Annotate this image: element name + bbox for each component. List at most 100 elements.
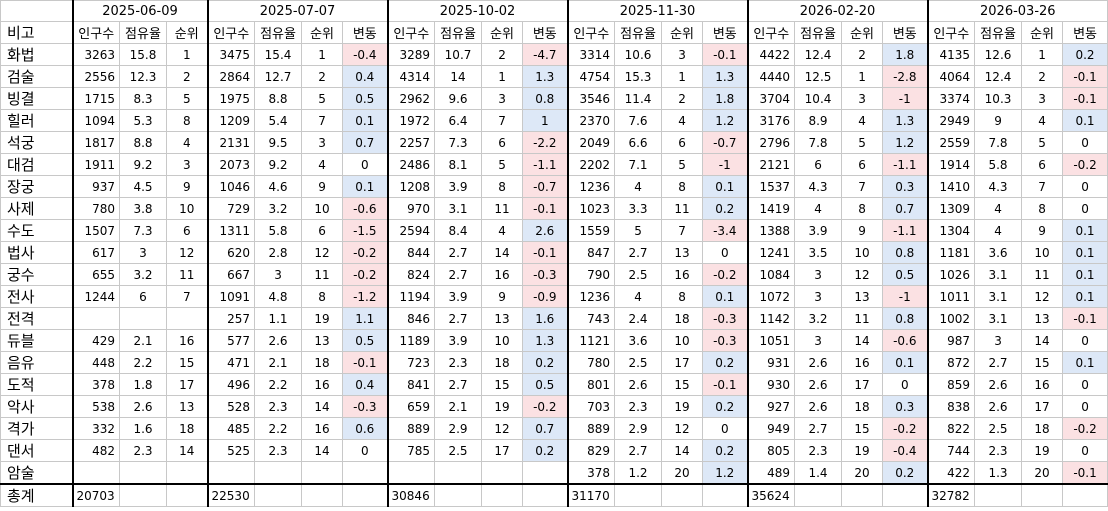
job-name: 암술 [0,461,73,485]
change-cell: 0.1 [1062,219,1108,243]
rank-cell: 8 [661,285,704,309]
total-pop: 30846 [386,483,436,508]
col-header-rank: 순위 [841,21,884,45]
rank-cell: 18 [301,351,344,375]
share-cell [119,307,167,331]
share-cell: 2.6 [254,329,303,353]
pop-cell: 2949 [926,109,976,133]
pop-cell: 3263 [71,43,120,67]
change-cell: 0.2 [702,439,749,463]
share-cell: 2.7 [434,373,483,397]
pop-cell: 482 [71,439,120,463]
corner-cell [0,0,73,23]
share-cell: 2.9 [434,417,483,441]
col-header-change: 변동 [882,21,929,45]
rank-cell: 17 [1021,395,1064,419]
share-cell: 6.6 [614,131,663,155]
pop-cell: 3546 [566,87,616,111]
change-cell: -0.2 [1062,417,1108,441]
total-empty [119,483,167,508]
rank-cell: 5 [301,87,344,111]
change-cell: 0.2 [882,461,929,485]
table-row: 법사 617 3 12 620 2.8 12 -0.2 844 2.7 14 -0.1 847 2.7 13… [0,241,1108,265]
share-cell: 2.2 [119,351,167,375]
pop-cell: 931 [746,351,796,375]
pop-cell: 257 [206,307,256,331]
change-cell: -0.9 [522,285,569,309]
rank-cell: 16 [841,351,884,375]
change-cell: -0.4 [882,439,929,463]
pop-cell: 949 [746,417,796,441]
share-cell: 3.9 [434,329,483,353]
pop-cell: 667 [206,263,256,287]
change-cell: 1.8 [702,87,749,111]
rank-cell: 17 [481,439,524,463]
pop-cell: 1208 [386,175,436,199]
change-cell: 0.1 [1062,285,1108,309]
change-cell: 1.3 [522,65,569,89]
rank-cell: 3 [301,131,344,155]
pop-cell: 525 [206,439,256,463]
rank-cell: 8 [661,175,704,199]
share-cell: 2.3 [434,351,483,375]
rank-cell: 9 [481,285,524,309]
change-cell: -0.2 [342,263,389,287]
share-cell: 12.4 [974,65,1023,89]
share-cell: 3.5 [794,241,843,265]
share-cell: 3.1 [434,197,483,221]
rank-cell: 4 [1021,109,1064,133]
rank-cell: 15 [1021,351,1064,375]
total-row: 총계 20703 22530 30846 31170 35624 32782 [0,483,1108,508]
change-cell: 0 [342,439,389,463]
pop-cell: 1121 [566,329,616,353]
rank-cell: 9 [165,175,209,199]
share-cell: 4 [614,175,663,199]
pop-cell: 743 [566,307,616,331]
pop-cell: 1817 [71,131,120,155]
pop-cell: 1975 [206,87,256,111]
share-cell: 3.2 [254,197,303,221]
change-cell: -0.1 [1062,87,1108,111]
change-cell: 1.2 [882,131,929,155]
change-cell: -0.1 [342,351,389,375]
job-name: 법사 [0,241,73,265]
pop-cell: 841 [386,373,436,397]
change-cell: 0.2 [702,395,749,419]
pop-cell: 1309 [926,197,976,221]
change-cell: -0.2 [702,263,749,287]
rank-cell: 15 [165,351,209,375]
rank-cell: 8 [301,285,344,309]
rank-cell: 7 [165,285,209,309]
rank-cell: 1 [165,43,209,67]
pop-cell: 1537 [746,175,796,199]
col-header-rank: 순위 [481,21,524,45]
share-cell: 8.1 [434,153,483,177]
rank-cell: 15 [841,417,884,441]
col-header-rank: 순위 [1021,21,1064,45]
share-cell: 7.3 [119,219,167,243]
pop-cell: 2049 [566,131,616,155]
share-cell: 3.6 [974,241,1023,265]
rank-cell: 5 [165,87,209,111]
job-name: 힐러 [0,109,73,133]
pop-cell: 429 [71,329,120,353]
share-cell: 10.6 [614,43,663,67]
rank-cell: 1 [301,43,344,67]
share-cell: 2.6 [794,395,843,419]
pop-cell: 703 [566,395,616,419]
col-header-share: 점유율 [434,21,483,45]
share-cell: 10.3 [974,87,1023,111]
change-cell: 0.3 [882,395,929,419]
change-cell: 0.2 [702,351,749,375]
share-cell: 3.6 [614,329,663,353]
rank-cell: 2 [481,43,524,67]
change-cell: 0.1 [342,175,389,199]
change-cell: -1 [882,285,929,309]
col-header-share: 점유율 [614,21,663,45]
snapshot-date: 2026-03-26 [926,0,1108,23]
rank-cell: 19 [1021,439,1064,463]
pop-cell: 422 [926,461,976,485]
pop-cell: 1972 [386,109,436,133]
table-row: 격가 332 1.6 18 485 2.2 16 0.6 889 2.9 12 0.7 889 2.9 12… [0,417,1108,441]
share-cell: 5.8 [974,153,1023,177]
